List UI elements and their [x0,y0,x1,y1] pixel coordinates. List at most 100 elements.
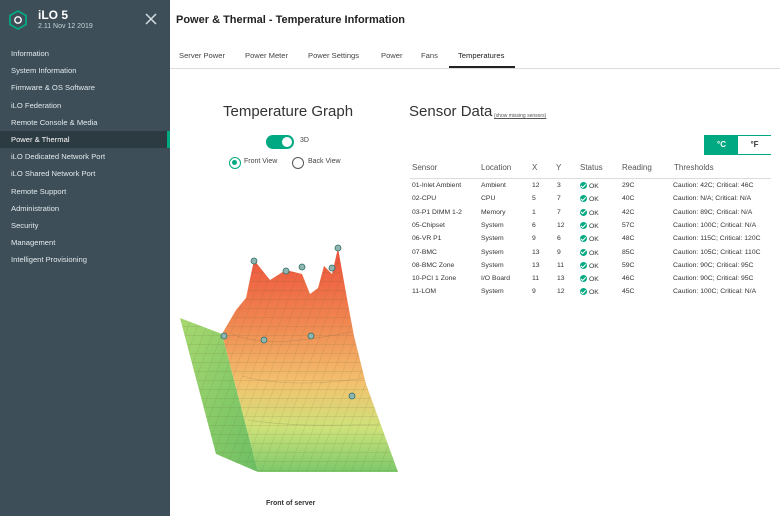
sensor-location: System [481,248,504,256]
sensor-x: 9 [532,235,536,243]
tab-power-settings[interactable]: Power Settings [308,51,360,60]
check-circle-icon [580,208,587,216]
sensor-marker-icon [328,264,336,272]
sensor-x: 11 [532,275,540,283]
back-view-radio[interactable] [292,157,304,169]
table-row[interactable]: 07-BMC System 13 9 OK 85C Caution: 105C; Criti… [410,247,771,260]
temperature-surface-graph[interactable] [176,236,402,478]
sidebar-item-security[interactable]: Security [11,220,39,230]
sensor-status: OK [580,235,599,243]
tab-power[interactable]: Power [381,51,403,60]
front-view-label: Front View [244,158,278,165]
sensor-status: OK [580,221,599,230]
column-header-thresholds[interactable]: Thresholds [674,163,714,172]
sensor-x: 5 [532,195,536,203]
check-circle-icon [580,248,587,256]
sidebar-item-ilo-dedicated-network-port[interactable]: iLO Dedicated Network Port [11,152,106,162]
sensor-status-label: OK [589,222,599,230]
column-header-location[interactable]: Location [481,163,512,172]
check-circle-icon [580,182,587,189]
sensor-status-label: OK [589,196,599,204]
sidebar-item-information[interactable]: Information [11,49,49,58]
table-row[interactable]: 06-VR P1 System 9 6 OK 48C Caution: 115C; Crit… [410,233,771,246]
column-header-x[interactable]: X [532,163,538,172]
page-title: Power & Thermal - Temperature Informatio… [176,14,406,26]
table-row[interactable]: 03-P1 DIMM 1-2 Memory 1 7 OK 42C Caution: 89C;… [410,207,771,220]
close-icon[interactable] [143,11,159,27]
tab-bar: Server Power Power Meter Power Settings … [170,46,780,69]
sidebar-item-intelligent-provisioning[interactable]: Intelligent Provisioning [11,255,87,265]
sensor-status-label: OK [589,236,599,244]
column-header-status[interactable]: Status [580,163,603,172]
sidebar-item-system-information[interactable]: System Information [11,66,77,76]
sensor-status-label: OK [589,262,599,270]
tab-server-power[interactable]: Server Power [179,51,226,60]
sensor-name: 11-LOM [412,288,437,296]
sensor-location: Ambient [481,182,506,189]
3d-toggle[interactable] [266,135,294,149]
sidebar-item-ilo-federation[interactable]: iLO Federation [11,100,62,110]
sensor-status: OK [580,182,599,190]
sensor-thresholds: Caution: 90C; Critical: 95C [673,275,754,283]
sensor-status: OK [580,248,599,257]
tab-temperatures[interactable]: Temperatures [449,46,515,68]
table-row[interactable]: 10-PCI 1 Zone I/O Board 11 13 OK 46C Caution: … [410,273,771,286]
check-circle-icon [580,275,587,283]
hpe-ilo-logo-icon [9,10,27,30]
sensor-thresholds: Caution: N/A; Critical: N/A [673,195,752,203]
column-header-y[interactable]: Y [556,163,562,172]
show-missing-sensors-link[interactable]: (show missing sensors) [494,113,547,119]
tab-power-meter[interactable]: Power Meter [245,51,289,60]
sensor-markers [220,244,356,400]
tab-fans[interactable]: Fans [421,51,438,60]
sensor-location: System [481,235,504,243]
sensor-y: 7 [557,195,561,203]
app-version: 2.11 Nov 12 2019 [38,23,93,30]
table-row[interactable]: 01-Inlet Ambient Ambient 12 3 OK 29C Caution: … [410,180,771,193]
sensor-status: OK [580,261,599,270]
sensor-name: 10-PCI 1 Zone [412,275,457,283]
sensor-reading: 85C [622,248,635,256]
sidebar-item-administration[interactable]: Administration [11,203,60,213]
back-view-label: Back View [308,158,341,165]
sensor-y: 7 [557,208,561,216]
sensor-marker-icon [307,332,315,340]
sensor-y: 12 [557,288,565,296]
table-row[interactable]: 05-Chipset System 6 12 OK 57C Caution: 100C; C… [410,220,771,233]
sensor-marker-icon [260,336,268,344]
sensor-marker-icon [282,267,290,275]
sidebar-item-management[interactable]: Management [11,238,56,248]
fahrenheit-button[interactable]: °F [738,136,771,154]
sensor-x: 12 [532,182,540,189]
sensor-reading: 59C [622,261,635,269]
celsius-button[interactable]: °C [705,136,738,154]
sensor-marker-icon [334,244,342,252]
sensor-location: CPU [481,195,496,203]
sensor-status: OK [580,275,599,283]
sidebar-item-remote-console-media[interactable]: Remote Console & Media [11,117,98,127]
sensor-status-label: OK [589,289,599,297]
sensor-status-label: OK [589,209,599,217]
front-view-radio[interactable] [229,157,241,169]
sidebar-item-power-thermal[interactable]: Power & Thermal [0,130,170,149]
sensor-y: 9 [557,248,561,256]
sidebar-item-firmware-os-software[interactable]: Firmware & OS Software [11,83,95,93]
brand: iLO 5 2.11 Nov 12 2019 [0,0,170,40]
sensor-location: System [481,261,504,269]
sensor-marker-icon [348,392,356,400]
sidebar-item-ilo-shared-network-port[interactable]: iLO Shared Network Port [11,169,96,179]
sensor-location: System [481,288,504,296]
sensor-status-label: OK [589,276,599,284]
table-row[interactable]: 02-CPU CPU 5 7 OK 40C Caution: N/A; Critical: … [410,193,771,206]
sensor-name: 07-BMC [412,248,437,256]
sensor-x: 9 [532,288,536,296]
column-header-reading[interactable]: Reading [622,163,652,172]
table-row[interactable]: 08-BMC Zone System 13 11 OK 59C Caution: 90C; … [410,260,771,273]
sidebar-item-remote-support[interactable]: Remote Support [11,186,67,196]
table-row[interactable]: 11-LOM System 9 12 OK 45C Caution: 100C; Criti… [410,286,771,299]
column-header-sensor[interactable]: Sensor [412,163,438,172]
sensor-name: 02-CPU [412,195,437,203]
sensor-thresholds: Caution: 100C; Critical: N/A [673,221,757,229]
sensor-reading: 29C [622,182,635,189]
graph-caption: Front of server [266,500,316,507]
